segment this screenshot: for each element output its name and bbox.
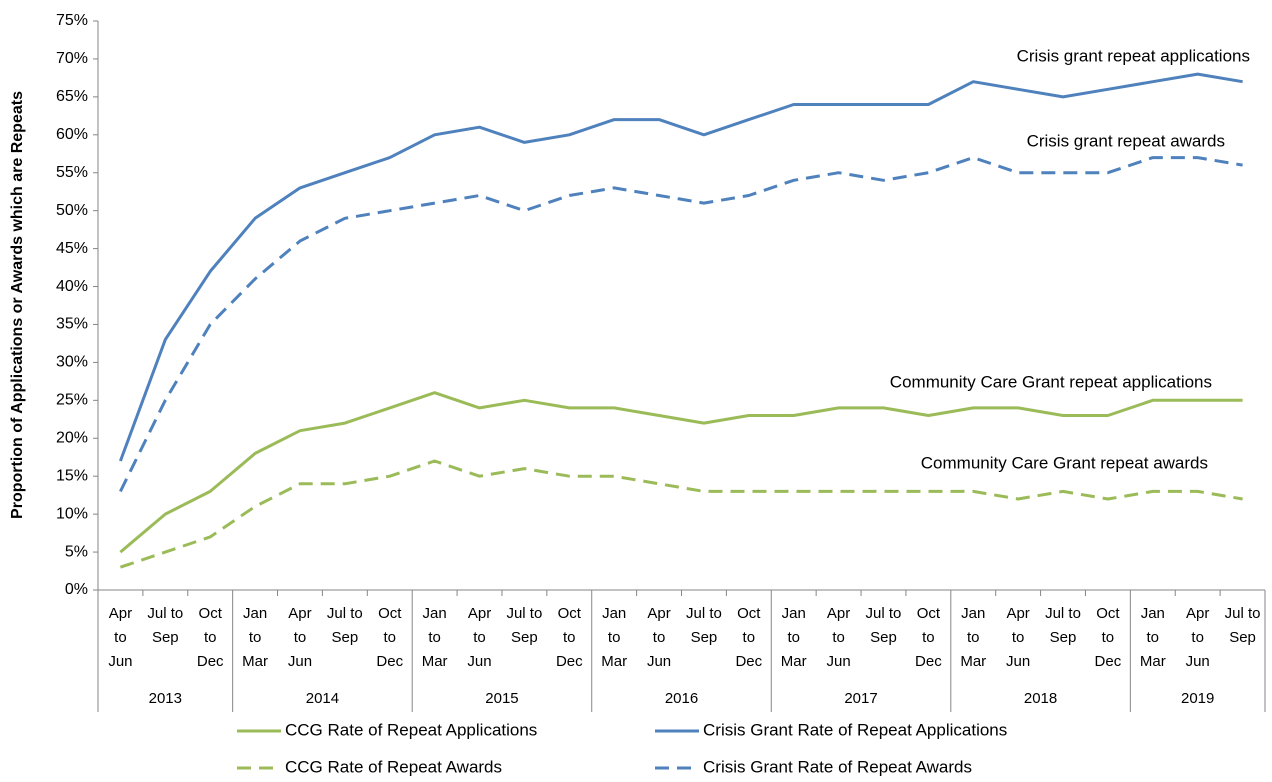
x-tick-label: Apr to Jun: [1006, 605, 1031, 670]
x-tick-label: Jul to Sep: [147, 605, 184, 646]
y-tick-label: 0%: [65, 581, 88, 598]
y-tick-label: 75%: [56, 12, 88, 29]
y-tick-label: 20%: [56, 429, 88, 446]
y-tick-label: 65%: [56, 88, 88, 105]
series-line: [119, 156, 1243, 493]
x-tick-label: Jul to Sep: [686, 605, 722, 646]
annotation: Crisis grant repeat awards: [1027, 131, 1225, 150]
annotation: Community Care Grant repeat applications: [890, 372, 1212, 391]
y-tick-label: 45%: [56, 240, 88, 257]
x-group-label: 2015: [485, 690, 518, 707]
x-tick-label: Oct to Dec: [1094, 605, 1122, 670]
x-tick-label: Oct to Dec: [735, 605, 763, 670]
x-tick-label: Jan to Mar: [960, 605, 987, 670]
y-tick-label: 30%: [56, 354, 88, 371]
legend-label: CCG Rate of Repeat Applications: [285, 720, 537, 739]
y-tick-label: 35%: [56, 316, 88, 333]
y-tick-label: 15%: [56, 467, 88, 484]
legend-label: Crisis Grant Rate of Repeat Awards: [703, 757, 972, 776]
x-group-label: 2013: [149, 690, 182, 707]
y-tick-label: 10%: [56, 505, 88, 522]
x-tick-label: Apr to Jun: [108, 605, 133, 670]
x-group-label: 2014: [306, 690, 339, 707]
x-tick-label: Jan to Mar: [242, 605, 269, 670]
y-tick-label: 5%: [65, 543, 88, 560]
x-tick-label: Jul to Sep: [1045, 605, 1081, 646]
x-group-label: 2019: [1181, 690, 1214, 707]
x-tick-label: Apr to Jun: [467, 605, 492, 670]
x-tick-label: Jan to Mar: [780, 605, 807, 670]
x-group-label: 2018: [1024, 690, 1057, 707]
y-tick-label: 70%: [56, 50, 88, 67]
x-tick-label: Jul to Sep: [326, 605, 363, 646]
x-tick-label: Apr to Jun: [1185, 605, 1210, 670]
x-group-label: 2016: [665, 690, 698, 707]
x-tick-label: Jul to Sep: [1224, 605, 1261, 646]
annotation: Community Care Grant repeat awards: [921, 453, 1208, 472]
x-tick-label: Oct to Dec: [555, 605, 583, 670]
x-tick-label: Jan to Mar: [421, 605, 448, 670]
x-tick-label: Oct to Dec: [376, 605, 404, 670]
y-tick-label: 50%: [56, 202, 88, 219]
y-tick-label: 40%: [56, 278, 88, 295]
x-group-label: 2017: [844, 690, 877, 707]
series-line: [119, 459, 1243, 569]
x-tick-label: Jan to Mar: [1139, 605, 1166, 670]
x-tick-label: Apr to Jun: [646, 605, 672, 670]
y-tick-label: 25%: [56, 392, 88, 409]
y-axis-label: Proportion of Applications or Awards whi…: [9, 91, 26, 519]
legend-label: Crisis Grant Rate of Repeat Applications: [703, 720, 1007, 739]
x-tick-label: Oct to Dec: [915, 605, 942, 670]
y-tick-label: 55%: [56, 164, 88, 181]
x-tick-label: Jan to Mar: [601, 605, 628, 670]
series-line: [118, 72, 1243, 462]
x-tick-label: Oct to Dec: [196, 605, 224, 670]
x-tick-label: Jul to Sep: [865, 605, 902, 646]
annotation: Crisis grant repeat applications: [1017, 46, 1250, 65]
x-tick-label: Apr to Jun: [826, 605, 851, 670]
y-tick-label: 60%: [56, 126, 88, 143]
x-tick-label: Apr to Jun: [287, 605, 313, 670]
x-tick-label: Jul to Sep: [506, 605, 543, 646]
legend-label: CCG Rate of Repeat Awards: [285, 757, 502, 776]
series-line: [119, 391, 1243, 554]
